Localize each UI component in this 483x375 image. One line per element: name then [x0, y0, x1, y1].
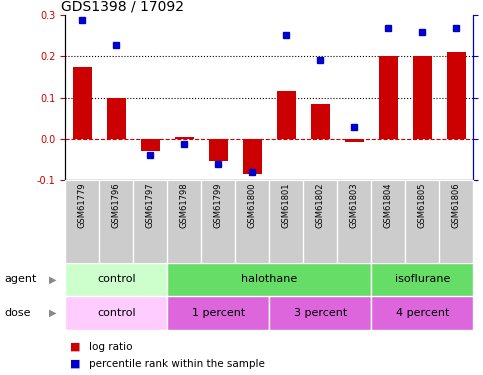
Text: GSM61805: GSM61805	[418, 183, 427, 228]
Bar	[243, 139, 262, 174]
Text: ■: ■	[70, 359, 81, 369]
Text: GSM61806: GSM61806	[452, 183, 461, 228]
Bar	[277, 92, 296, 139]
Bar	[107, 98, 126, 139]
Text: GSM61803: GSM61803	[350, 183, 359, 228]
Bar	[175, 137, 194, 139]
Text: 4 percent: 4 percent	[396, 308, 449, 318]
Text: ▶: ▶	[49, 274, 57, 284]
Text: GSM61797: GSM61797	[146, 183, 155, 228]
Text: GSM61801: GSM61801	[282, 183, 291, 228]
Text: GDS1398 / 17092: GDS1398 / 17092	[61, 0, 184, 14]
Text: 1 percent: 1 percent	[192, 308, 245, 318]
Text: GSM61800: GSM61800	[248, 183, 257, 228]
Text: GSM61798: GSM61798	[180, 183, 189, 228]
Bar	[73, 67, 92, 139]
Bar	[447, 52, 466, 139]
Bar	[209, 139, 227, 161]
Bar	[65, 262, 167, 296]
Bar	[311, 104, 329, 139]
Text: percentile rank within the sample: percentile rank within the sample	[89, 359, 265, 369]
Text: halothane: halothane	[241, 274, 298, 284]
Text: ■: ■	[70, 342, 81, 352]
Bar	[345, 139, 364, 142]
Text: GSM61796: GSM61796	[112, 183, 121, 228]
Text: 3 percent: 3 percent	[294, 308, 347, 318]
Text: control: control	[97, 308, 136, 318]
Text: isoflurane: isoflurane	[395, 274, 450, 284]
Text: ▶: ▶	[49, 308, 57, 318]
Bar	[371, 296, 473, 330]
Bar	[65, 296, 167, 330]
Bar	[167, 296, 270, 330]
Text: GSM61804: GSM61804	[384, 183, 393, 228]
Bar	[413, 56, 432, 139]
Text: agent: agent	[5, 274, 37, 284]
Text: control: control	[97, 274, 136, 284]
Bar	[371, 262, 473, 296]
Bar	[167, 262, 371, 296]
Text: log ratio: log ratio	[89, 342, 133, 352]
Text: GSM61779: GSM61779	[78, 183, 87, 228]
Bar	[141, 139, 159, 151]
Text: GSM61802: GSM61802	[316, 183, 325, 228]
Text: GSM61799: GSM61799	[214, 183, 223, 228]
Bar	[379, 56, 398, 139]
Text: dose: dose	[5, 308, 31, 318]
Bar	[270, 296, 371, 330]
